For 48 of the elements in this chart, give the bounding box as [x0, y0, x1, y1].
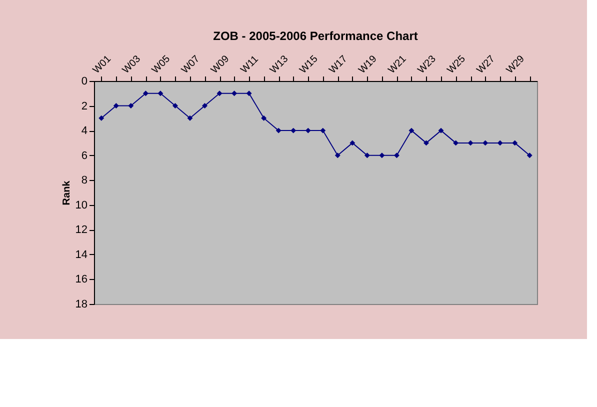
point	[438, 128, 444, 134]
y-tick-label: 2	[81, 100, 88, 112]
y-axis-title: Rank	[61, 180, 72, 206]
point	[202, 103, 208, 109]
x-tick-label: W21	[386, 53, 410, 76]
x-tick-label: W23	[416, 53, 439, 76]
point	[172, 103, 178, 109]
point	[187, 115, 193, 121]
y-tick-label: 4	[81, 125, 88, 138]
point	[158, 90, 164, 96]
chart-title: ZOB - 2005-2006 Performance Chart	[213, 29, 418, 44]
point	[334, 152, 340, 158]
y-tick-label: 14	[75, 248, 88, 261]
point	[98, 115, 104, 121]
point	[512, 140, 518, 146]
y-tick-label: 10	[75, 199, 88, 212]
point	[232, 90, 238, 96]
y-tick-label: 16	[75, 274, 88, 286]
x-tick-label: W13	[268, 53, 291, 76]
y-tick-label: 18	[75, 298, 88, 310]
point	[497, 140, 503, 146]
y-tick-label: 6	[81, 150, 88, 162]
point	[394, 152, 400, 158]
point	[128, 103, 134, 109]
point	[350, 140, 356, 146]
x-tick-label: W29	[504, 53, 528, 76]
y-tick-label: 8	[81, 174, 88, 187]
y-tick-label: 12	[75, 224, 88, 236]
x-tick-label: W19	[356, 53, 380, 76]
x-tick-label: W11	[239, 54, 262, 76]
point	[216, 90, 222, 96]
x-tick-label: W09	[209, 53, 232, 76]
point	[379, 152, 385, 158]
point	[113, 103, 119, 109]
point	[276, 128, 282, 134]
point	[142, 90, 148, 96]
point	[320, 128, 326, 134]
point	[261, 115, 267, 121]
x-tick-label: W03	[120, 53, 144, 76]
y-tick-label: 0	[81, 76, 88, 88]
x-tick-label: W01	[91, 53, 114, 76]
point	[468, 140, 474, 146]
point	[364, 152, 370, 158]
point	[408, 128, 414, 134]
point	[246, 90, 252, 96]
point	[305, 128, 311, 134]
point	[526, 152, 532, 158]
point	[424, 140, 429, 146]
